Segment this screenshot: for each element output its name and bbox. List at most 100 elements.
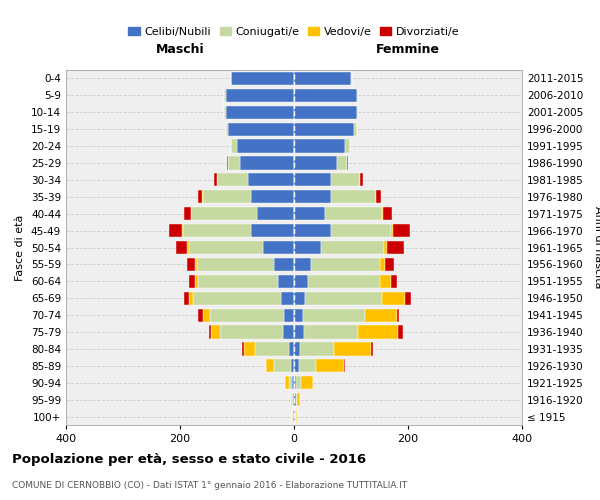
Text: Femmine: Femmine: [376, 44, 440, 57]
Bar: [290, 393, 292, 406]
Bar: [248, 174, 294, 186]
Bar: [187, 258, 196, 271]
Bar: [191, 207, 257, 220]
Bar: [232, 72, 294, 85]
Bar: [220, 326, 283, 338]
Bar: [294, 393, 296, 406]
Bar: [294, 89, 356, 102]
Bar: [294, 190, 331, 203]
Bar: [184, 292, 188, 305]
Bar: [197, 258, 274, 271]
Bar: [278, 274, 294, 288]
Bar: [292, 393, 293, 406]
Bar: [182, 224, 183, 237]
Text: Maschi: Maschi: [155, 44, 205, 57]
Bar: [274, 258, 294, 271]
Bar: [188, 274, 196, 288]
Bar: [382, 207, 383, 220]
Bar: [203, 308, 209, 322]
Bar: [294, 174, 331, 186]
Bar: [293, 410, 294, 423]
Bar: [229, 156, 240, 170]
Bar: [347, 156, 348, 170]
Bar: [294, 376, 296, 390]
Bar: [237, 140, 294, 152]
Bar: [274, 359, 291, 372]
Bar: [356, 106, 358, 119]
Bar: [294, 258, 311, 271]
Bar: [392, 224, 410, 237]
Bar: [217, 174, 248, 186]
Bar: [297, 393, 300, 406]
Bar: [251, 190, 294, 203]
Bar: [344, 359, 346, 372]
Bar: [294, 140, 346, 152]
Bar: [380, 274, 391, 288]
Bar: [354, 122, 357, 136]
Bar: [294, 359, 299, 372]
Bar: [371, 342, 373, 355]
Bar: [203, 190, 251, 203]
Bar: [255, 342, 289, 355]
Bar: [193, 292, 281, 305]
Bar: [308, 274, 380, 288]
Bar: [296, 393, 297, 406]
Bar: [384, 241, 387, 254]
Bar: [169, 224, 182, 237]
Bar: [376, 190, 380, 203]
Bar: [197, 190, 202, 203]
Bar: [224, 89, 226, 102]
Bar: [331, 190, 376, 203]
Bar: [337, 156, 347, 170]
Bar: [251, 224, 294, 237]
Bar: [292, 376, 294, 390]
Bar: [398, 326, 403, 338]
Text: Popolazione per età, sesso e stato civile - 2016: Popolazione per età, sesso e stato civil…: [12, 452, 366, 466]
Bar: [382, 292, 405, 305]
Bar: [346, 140, 350, 152]
Bar: [188, 241, 263, 254]
Bar: [291, 359, 294, 372]
Bar: [293, 393, 294, 406]
Bar: [358, 326, 398, 338]
Bar: [257, 207, 294, 220]
Bar: [263, 241, 294, 254]
Bar: [198, 308, 203, 322]
Bar: [211, 326, 220, 338]
Bar: [296, 410, 297, 423]
Bar: [294, 241, 322, 254]
Bar: [281, 292, 294, 305]
Bar: [316, 359, 344, 372]
Bar: [209, 326, 211, 338]
Bar: [311, 258, 380, 271]
Bar: [226, 122, 229, 136]
Bar: [334, 342, 371, 355]
Bar: [187, 241, 188, 254]
Bar: [387, 241, 404, 254]
Legend: Celibi/Nubili, Coniugati/e, Vedovi/e, Divorziati/e: Celibi/Nubili, Coniugati/e, Vedovi/e, Di…: [124, 22, 464, 41]
Bar: [385, 258, 394, 271]
Bar: [226, 89, 294, 102]
Bar: [244, 342, 255, 355]
Bar: [325, 207, 382, 220]
Bar: [265, 359, 274, 372]
Bar: [294, 224, 331, 237]
Bar: [365, 308, 397, 322]
Bar: [296, 376, 301, 390]
Bar: [294, 72, 351, 85]
Bar: [331, 224, 391, 237]
Bar: [184, 207, 191, 220]
Bar: [294, 326, 304, 338]
Bar: [198, 274, 278, 288]
Bar: [301, 376, 313, 390]
Bar: [294, 207, 325, 220]
Bar: [356, 89, 358, 102]
Bar: [284, 308, 294, 322]
Bar: [391, 274, 397, 288]
Bar: [240, 156, 294, 170]
Bar: [294, 410, 295, 423]
Bar: [305, 292, 382, 305]
Bar: [397, 308, 400, 322]
Bar: [331, 174, 359, 186]
Bar: [322, 241, 384, 254]
